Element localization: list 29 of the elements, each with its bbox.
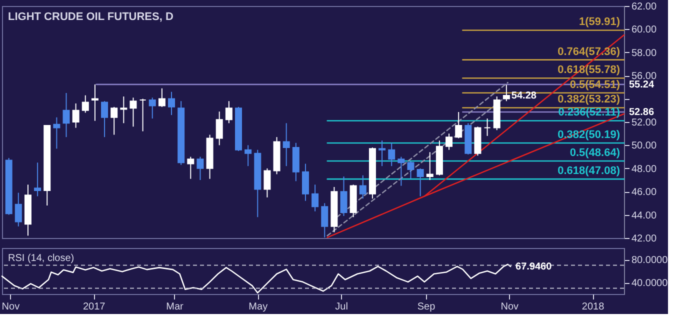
- x-tick-label: Mar: [166, 302, 184, 312]
- annotation: 54.28: [511, 90, 537, 102]
- y-tick-label: 44.00: [632, 210, 657, 222]
- x-tick-label: Nov: [500, 302, 519, 312]
- series-label: 0.5(48.64): [570, 146, 620, 159]
- y-tick-label: 58.00: [632, 48, 657, 59]
- x-tick-label: 2017: [82, 302, 106, 312]
- x-tick-label: Nov: [2, 302, 20, 312]
- y-tick-label: 46.00: [632, 187, 657, 198]
- y-tick-label: 40.0000: [632, 278, 668, 289]
- y-tick-label: 50.00: [632, 140, 657, 152]
- x-tick-label: Sep: [417, 302, 436, 312]
- series-label: 0.382(53.23): [558, 94, 620, 106]
- chart-title: RSI (14, close): [8, 253, 74, 264]
- y-tick-label: 80.0000: [632, 255, 668, 266]
- series-label: 1(59.91): [579, 16, 620, 28]
- y-tick-label: 52.00: [632, 118, 657, 128]
- y-tick-label: 42.00: [632, 234, 657, 244]
- x-tick-label: Jul: [335, 302, 348, 312]
- chart-title: LIGHT CRUDE OIL FUTURES, D: [8, 11, 174, 23]
- series-label: 0.618(47.08): [558, 165, 620, 178]
- annotation: 67.9460: [516, 261, 552, 272]
- annotation: 52.86: [629, 107, 654, 118]
- y-tick-label: 48.00: [632, 164, 657, 175]
- y-tick-label: 60.00: [632, 24, 657, 36]
- x-tick-label: 2018: [582, 302, 605, 312]
- annotation: 55.24: [629, 79, 654, 90]
- y-tick-label: 62.00: [632, 2, 657, 12]
- x-tick-label: May: [248, 302, 268, 312]
